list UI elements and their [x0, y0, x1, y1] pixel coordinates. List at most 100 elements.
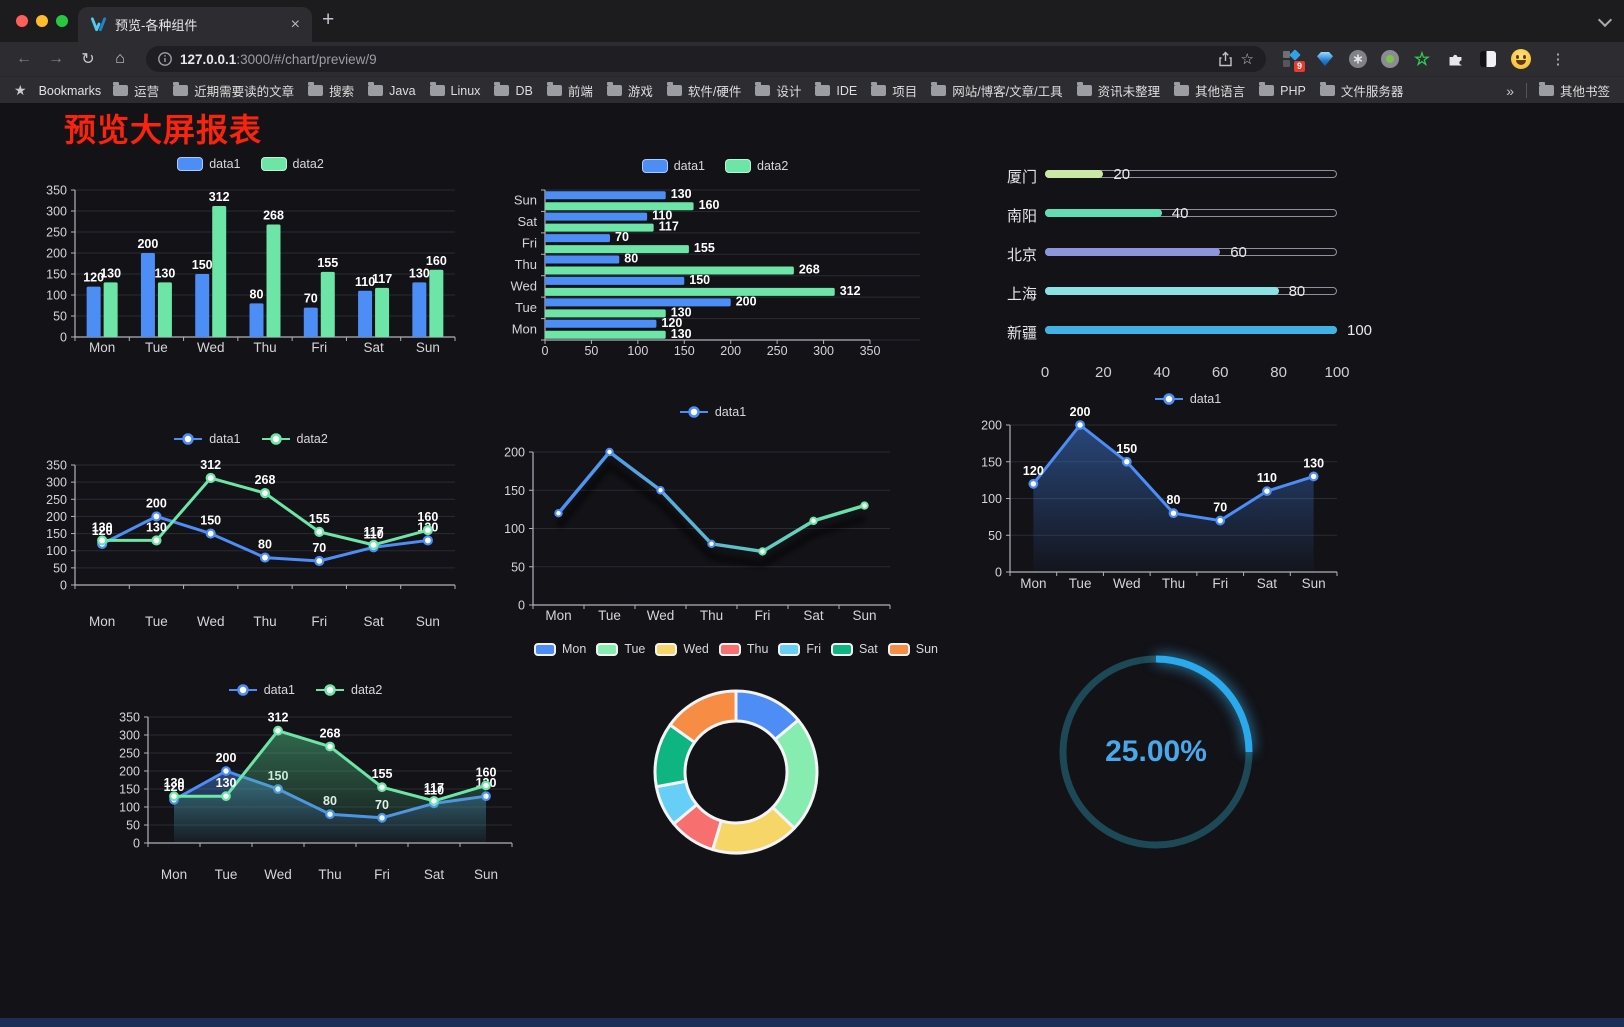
svg-text:Fri: Fri	[374, 867, 390, 882]
asterisk-extension-icon[interactable]	[1348, 49, 1368, 69]
bookmark-folder[interactable]: IDE	[815, 82, 857, 98]
svg-text:350: 350	[46, 459, 67, 473]
url-path: :3000/#/chart/preview/9	[236, 51, 377, 67]
svg-text:150: 150	[200, 514, 221, 528]
tab-search-chevron-icon[interactable]	[1597, 12, 1613, 28]
legend-item[interactable]: Thu	[718, 642, 768, 656]
svg-text:50: 50	[53, 561, 67, 575]
forward-button[interactable]: →	[48, 50, 64, 67]
bookmark-folder[interactable]: 游戏	[606, 81, 653, 100]
gauge-chart-canvas	[1059, 655, 1253, 849]
svg-text:312: 312	[200, 458, 221, 472]
legend-item[interactable]: data2	[315, 683, 382, 697]
menu-kebab-icon[interactable]: ⋮	[1550, 51, 1566, 68]
legend-item[interactable]: data1	[679, 405, 746, 419]
bookmark-folder[interactable]: 设计	[755, 81, 801, 100]
svg-text:80: 80	[250, 287, 264, 301]
legend-item[interactable]: Mon	[533, 642, 586, 656]
legend-item[interactable]: Fri	[778, 642, 821, 656]
bookmarks-label[interactable]: Bookmarks	[38, 83, 102, 98]
bookmarks-star-icon[interactable]: ★	[14, 82, 27, 98]
browser-window: 预览-各种组件 × + ← → ↻ ⌂ 127.0.0.1:3000/#/cha…	[0, 0, 1624, 104]
legend-item[interactable]: data1	[177, 157, 241, 171]
bookmark-folder[interactable]: 搜索	[308, 81, 354, 100]
legend-item[interactable]: data1	[173, 432, 241, 446]
dot-extension-icon[interactable]	[1381, 50, 1399, 68]
svg-text:155: 155	[309, 512, 330, 526]
pie-segment[interactable]	[668, 689, 738, 744]
bookmark-folder[interactable]: 近期需要读的文章	[173, 81, 294, 100]
legend-item[interactable]: data2	[261, 432, 328, 446]
star-extension-icon[interactable]: ☆	[1413, 49, 1431, 69]
home-button[interactable]: ⌂	[115, 50, 125, 67]
legend-item[interactable]: Wed	[655, 642, 709, 656]
extensions-puzzle-icon[interactable]	[1445, 49, 1465, 69]
bookmark-star-icon[interactable]: ☆	[1240, 51, 1254, 68]
bookmarks-overflow-chevron[interactable]: »	[1506, 82, 1514, 99]
contrast-extension-icon[interactable]	[1478, 49, 1498, 69]
bookmark-folder[interactable]: 网站/博客/文章/工具	[931, 81, 1063, 100]
legend-item[interactable]: data1	[1154, 392, 1221, 406]
legend-item[interactable]: data2	[725, 159, 788, 173]
svg-text:300: 300	[119, 729, 140, 743]
bookmark-folder[interactable]: DB	[494, 82, 533, 98]
bookmark-folder[interactable]: Java	[368, 82, 416, 98]
progress-row: 新疆 100	[995, 320, 1407, 342]
other-bookmarks-folder[interactable]: 其他书签	[1538, 81, 1610, 100]
browser-tab[interactable]: 预览-各种组件 ×	[78, 7, 312, 42]
progress-row: 南阳 40	[995, 203, 1407, 225]
svg-text:0: 0	[60, 579, 67, 593]
bookmark-folder[interactable]: Linux	[429, 82, 480, 98]
legend-item[interactable]: data2	[260, 157, 324, 171]
bookmark-folder[interactable]: 其他语言	[1174, 81, 1245, 100]
legend-item[interactable]: Sun	[887, 642, 938, 656]
svg-text:120: 120	[1023, 464, 1044, 478]
legend-item[interactable]: data1	[228, 683, 295, 697]
svg-text:Fri: Fri	[755, 608, 771, 623]
extension-grid-icon[interactable]: 9	[1282, 49, 1305, 72]
svg-text:130: 130	[409, 266, 430, 280]
svg-text:Sun: Sun	[474, 867, 498, 882]
legend-item[interactable]: Tue	[596, 642, 645, 656]
window-close-button[interactable]	[16, 15, 28, 27]
svg-text:200: 200	[1070, 405, 1091, 419]
share-icon[interactable]	[1218, 51, 1233, 67]
svg-text:Sun: Sun	[852, 608, 876, 623]
back-button[interactable]: ←	[16, 50, 32, 67]
tab-strip: 预览-各种组件 × +	[0, 0, 1624, 42]
window-minimize-button[interactable]	[36, 15, 48, 27]
svg-text:300: 300	[46, 205, 67, 219]
bookmark-folder[interactable]: 软件/硬件	[666, 81, 741, 100]
svg-text:200: 200	[216, 751, 237, 765]
bookmark-folder[interactable]: 运营	[113, 81, 159, 100]
svg-text:155: 155	[372, 767, 393, 781]
reload-button[interactable]: ↻	[81, 51, 95, 68]
gauge-progress-arc	[1155, 655, 1253, 753]
legend-item[interactable]: Sat	[831, 642, 878, 656]
bookmark-folder[interactable]: 项目	[871, 81, 917, 100]
bookmark-folder[interactable]: PHP	[1259, 82, 1306, 98]
legend-item[interactable]: data1	[641, 159, 705, 173]
tab-close-icon[interactable]: ×	[290, 15, 300, 33]
site-info-icon[interactable]	[158, 52, 172, 66]
line-chart-two-series: data1 data2 0 50 100 150 200 250 300 350 Mon Tue We…	[38, 428, 463, 643]
profile-avatar[interactable]	[1511, 49, 1531, 69]
bookmark-folder[interactable]: 文件服务器	[1319, 81, 1403, 100]
window-zoom-button[interactable]	[56, 15, 68, 27]
gradient-line-chart-canvas: 0 50 100 150 200 Mon Tue Wed Thu Fri Sat Sun	[504, 446, 891, 623]
bookmark-folder[interactable]: 资讯未整理	[1076, 81, 1160, 100]
address-bar[interactable]: 127.0.0.1:3000/#/chart/preview/9 ☆	[146, 46, 1266, 72]
new-tab-button[interactable]: +	[322, 8, 335, 31]
bookmark-folder[interactable]: 前端	[546, 81, 593, 100]
series-data1: 120 200 150 80 70 110 130	[92, 496, 438, 567]
chart-legend: data1 data2	[38, 431, 463, 447]
progress-value: 100	[1347, 322, 1373, 339]
folder-icon	[1174, 82, 1190, 96]
series-data2: 130 130 312 268 155 117 160	[92, 458, 438, 550]
gem-extension-icon[interactable]	[1315, 49, 1335, 69]
svg-text:268: 268	[255, 473, 276, 487]
folder-icon	[1259, 82, 1275, 96]
folder-icon	[113, 82, 129, 96]
svg-text:160: 160	[426, 254, 447, 268]
grouped-bar-chart-canvas: 0 50 100 150 200 250 300 350 Mon Tue Wed Thu Fri Sat S…	[46, 184, 456, 355]
